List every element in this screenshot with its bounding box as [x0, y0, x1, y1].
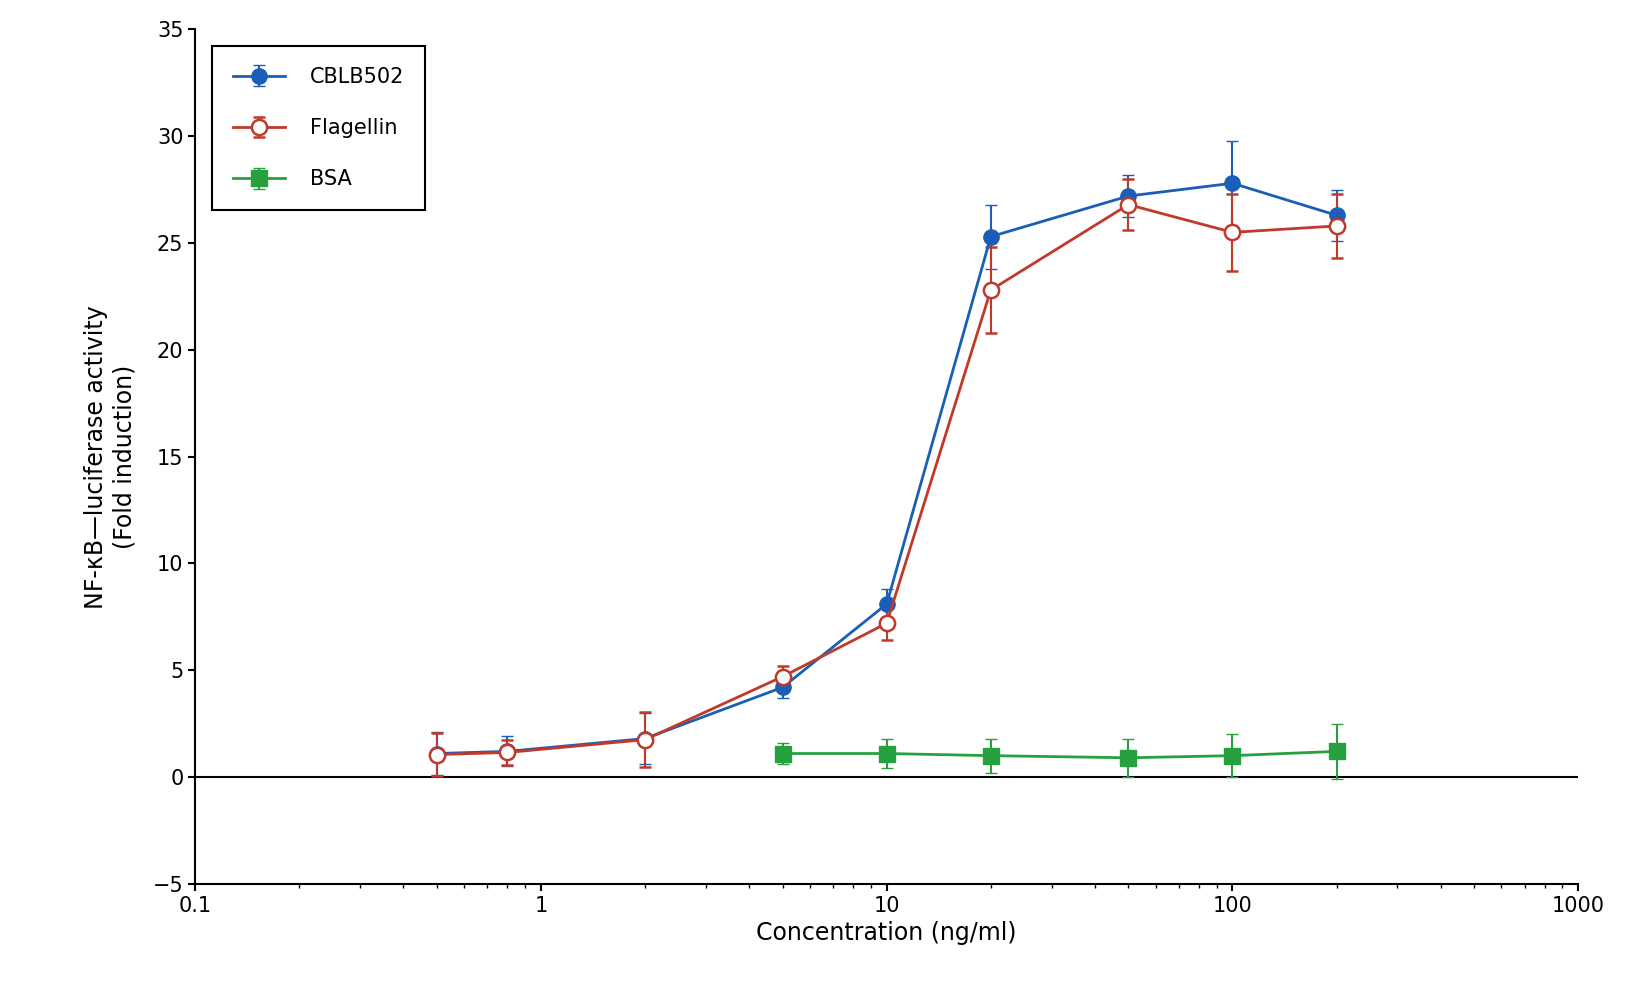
- X-axis label: Concentration (ng/ml): Concentration (ng/ml): [757, 921, 1017, 945]
- Y-axis label: NF-κB—luciferase activity
(Fold induction): NF-κB—luciferase activity (Fold inductio…: [85, 304, 137, 609]
- Legend: CBLB502, Flagellin, BSA: CBLB502, Flagellin, BSA: [212, 46, 425, 210]
